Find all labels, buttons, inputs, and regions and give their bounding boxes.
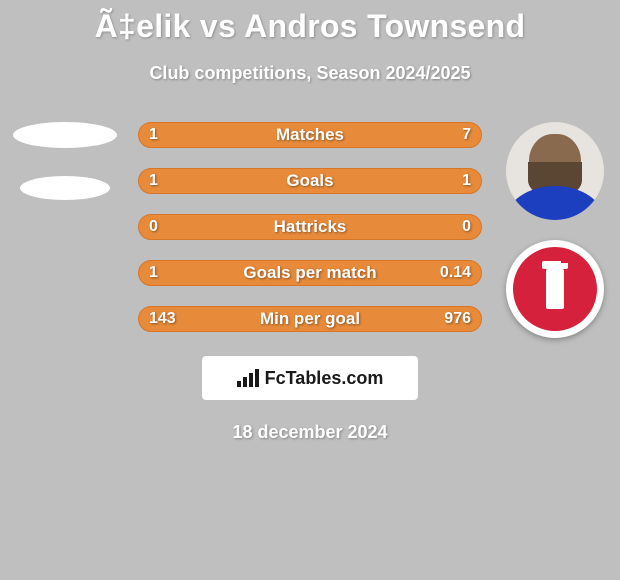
left-player-avatar-placeholder	[13, 122, 117, 148]
stat-row-hattricks: 0 Hattricks 0	[138, 214, 482, 240]
stat-left-value: 1	[149, 264, 158, 282]
stat-label: Min per goal	[260, 309, 360, 329]
right-club-badge	[506, 240, 604, 338]
site-logo[interactable]: FcTables.com	[202, 356, 418, 400]
left-club-badge-placeholder	[20, 176, 110, 200]
content-area: 1 Matches 7 1 Goals 1 0 Hattricks 0 1 Go…	[0, 122, 620, 332]
bar-chart-icon	[237, 369, 259, 387]
stat-right-value: 1	[462, 172, 471, 190]
badge-flag-icon	[561, 255, 573, 263]
stat-right-value: 976	[444, 310, 471, 328]
right-player-column	[500, 122, 610, 338]
badge-tower-icon	[546, 269, 564, 309]
stat-label: Hattricks	[274, 217, 347, 237]
stat-bars: 1 Matches 7 1 Goals 1 0 Hattricks 0 1 Go…	[138, 122, 482, 332]
stat-label: Goals per match	[243, 263, 376, 283]
stat-left-value: 1	[149, 126, 158, 144]
stat-left-value: 1	[149, 172, 158, 190]
page-title: Ã‡elik vs Andros Townsend	[0, 0, 620, 45]
stat-left-value: 143	[149, 310, 176, 328]
page-subtitle: Club competitions, Season 2024/2025	[0, 63, 620, 84]
footer-date: 18 december 2024	[0, 422, 620, 443]
stat-row-matches: 1 Matches 7	[138, 122, 482, 148]
stat-right-value: 7	[462, 126, 471, 144]
stat-right-value: 0.14	[440, 264, 471, 282]
left-player-column	[10, 122, 120, 200]
stat-row-goals: 1 Goals 1	[138, 168, 482, 194]
stat-right-value: 0	[462, 218, 471, 236]
stat-label: Goals	[286, 171, 333, 191]
stat-row-min-per-goal: 143 Min per goal 976	[138, 306, 482, 332]
stat-left-value: 0	[149, 218, 158, 236]
site-logo-text: FcTables.com	[265, 368, 384, 389]
stat-row-goals-per-match: 1 Goals per match 0.14	[138, 260, 482, 286]
right-player-avatar	[506, 122, 604, 220]
comparison-card: Ã‡elik vs Andros Townsend Club competiti…	[0, 0, 620, 580]
stat-label: Matches	[276, 125, 344, 145]
club-badge-inner	[513, 247, 597, 331]
avatar-shirt	[506, 186, 604, 220]
